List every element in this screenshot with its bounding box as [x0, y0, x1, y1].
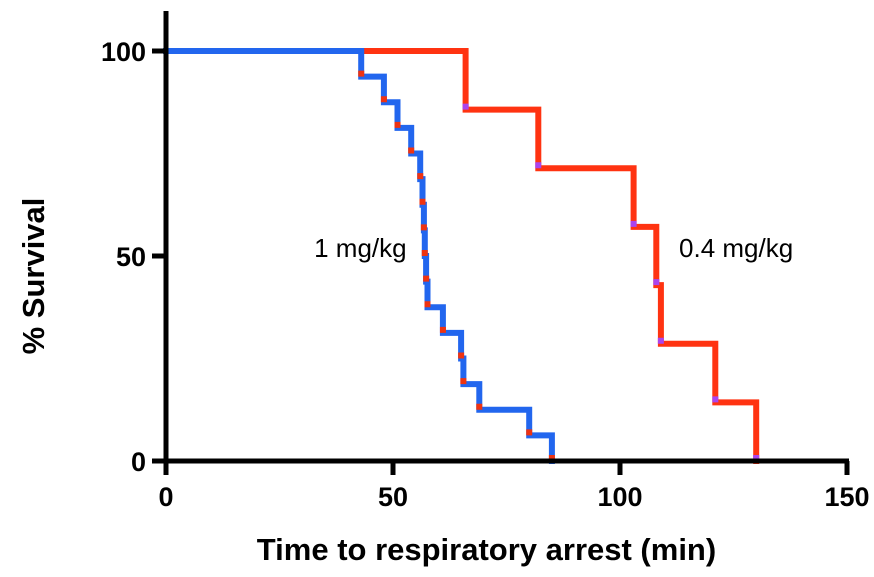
series-1-event-marker [630, 220, 637, 227]
series-0-event-marker [458, 352, 465, 359]
series-0-event-marker [408, 147, 415, 154]
series-0-event-marker [423, 275, 430, 282]
series-0-event-marker [421, 250, 428, 256]
series-1-event-marker [535, 162, 542, 169]
series-1-event-marker [657, 337, 664, 344]
series-1-line [163, 48, 760, 464]
series-0-event-marker [419, 198, 426, 205]
series-layer [163, 48, 760, 464]
series-0-event-marker [420, 224, 427, 231]
series-0-event-marker [417, 173, 424, 180]
x-tick-label: 50 [378, 482, 408, 512]
series-0-event-marker [548, 455, 555, 461]
y-tick-label: 50 [116, 242, 146, 272]
text-layer: Time to respiratory arrest (min) % Survi… [16, 37, 870, 567]
series-1-event-marker [462, 103, 469, 110]
series-0-group [163, 48, 555, 464]
series-1-group [163, 48, 760, 464]
series-1-event-marker [712, 396, 719, 403]
y-tick-label: 0 [131, 447, 146, 477]
y-tick-label: 100 [101, 37, 146, 67]
series-0-event-marker [460, 378, 467, 385]
series-label-0: 1 mg/kg [314, 233, 407, 263]
x-tick-label: 150 [824, 482, 869, 512]
series-0-event-marker [358, 70, 365, 77]
series-label-1: 0.4 mg/kg [679, 233, 793, 263]
y-axis-title: % Survival [16, 198, 51, 355]
axes-layer [152, 11, 850, 475]
x-tick-label: 100 [597, 482, 642, 512]
series-1-event-marker [753, 455, 760, 461]
series-0-event-marker [380, 96, 387, 103]
series-0-event-marker [394, 121, 401, 128]
series-0-event-marker [439, 326, 446, 333]
x-tick-label: 0 [158, 482, 173, 512]
series-0-event-marker [424, 301, 431, 308]
x-axis-title: Time to respiratory arrest (min) [257, 532, 716, 567]
series-0-event-marker [526, 429, 533, 436]
series-0-event-marker [476, 403, 483, 410]
series-1-event-marker [653, 279, 660, 286]
